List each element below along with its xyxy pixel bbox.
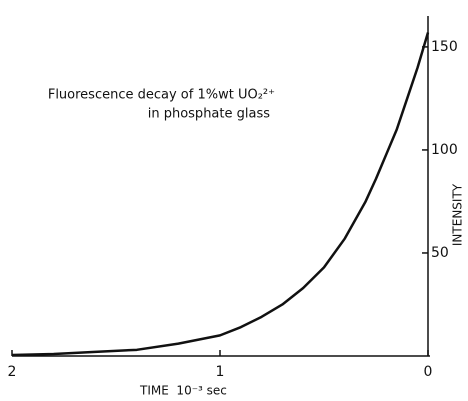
y-tick-label: 50 — [431, 245, 449, 261]
chart-title: Fluorescence decay of 1%wt UO₂²⁺ — [48, 88, 275, 103]
chart-subtitle: in phosphate glass — [148, 107, 270, 122]
x-axis-label: TIME 10⁻³ sec — [139, 384, 227, 398]
x-tick-label: 0 — [424, 364, 433, 380]
y-tick-label: 150 — [431, 39, 458, 55]
x-tick-label: 2 — [8, 364, 17, 380]
y-axis-label: INTENSITY — [451, 183, 465, 246]
x-tick-label: 1 — [216, 364, 225, 380]
y-tick-label: 100 — [431, 142, 458, 158]
data-line — [11, 32, 430, 357]
